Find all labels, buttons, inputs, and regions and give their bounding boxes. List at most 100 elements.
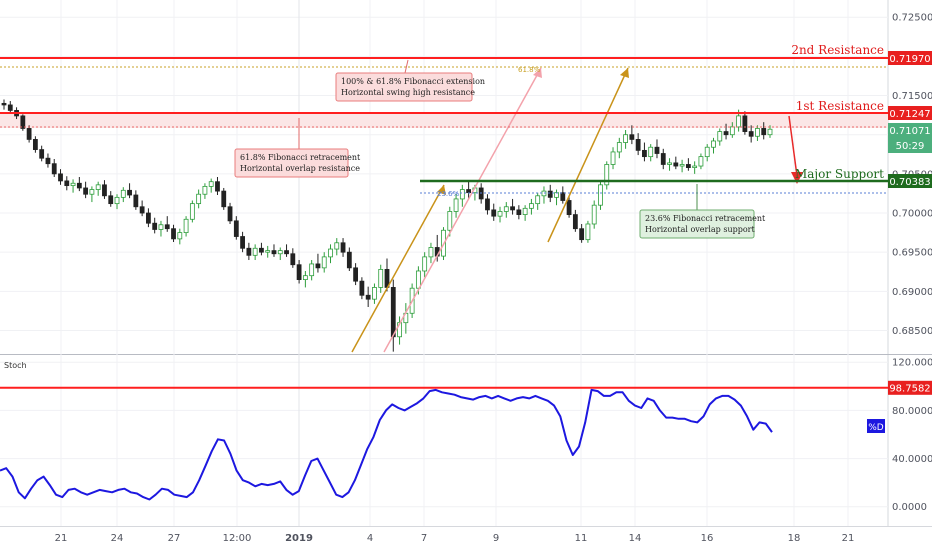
candle <box>378 264 384 293</box>
level-price-text-1st-resistance: 0.71247 <box>889 109 930 120</box>
candle <box>516 205 522 220</box>
candle-body <box>133 194 139 208</box>
candle <box>642 142 647 162</box>
candle <box>51 158 57 177</box>
candle <box>623 130 628 149</box>
candle-body <box>717 131 723 142</box>
candle-body <box>698 156 704 167</box>
fib-extension-leg-2 <box>547 67 629 243</box>
fib-label-618: 61.8% <box>518 66 541 74</box>
candle <box>340 238 346 257</box>
candle-body <box>635 139 641 151</box>
annotation-fib-retracement-support[interactable]: 23.6% Fibonacci retracement Horizontal o… <box>639 184 766 239</box>
candle-body <box>359 280 365 296</box>
candle-body <box>692 165 698 169</box>
candle <box>673 156 679 170</box>
time-tick-label: 21 <box>842 533 855 544</box>
candle-body <box>139 206 145 214</box>
candle <box>146 208 151 228</box>
candle <box>547 184 553 203</box>
candle-body <box>240 236 245 249</box>
candle-body <box>547 190 553 198</box>
current-price-countdown: 50:29 <box>896 141 925 152</box>
candle <box>1 99 7 110</box>
candle <box>616 137 622 159</box>
candle <box>723 123 729 140</box>
candle-body <box>64 180 70 187</box>
candle-body <box>466 189 472 194</box>
price-tick-label: 0.72500 <box>892 13 932 24</box>
candle <box>459 184 465 207</box>
stoch-d-line <box>0 388 773 501</box>
stoch-level-tag <box>888 380 932 395</box>
swing-projection-line <box>383 67 542 353</box>
candle <box>485 194 490 215</box>
expected-drop-arrowhead <box>791 172 803 184</box>
candle <box>133 190 139 210</box>
candle <box>284 244 289 257</box>
candle-body <box>102 184 107 197</box>
candle <box>522 205 528 221</box>
candle <box>152 217 158 234</box>
time-tick-label: 21 <box>55 533 68 544</box>
candle-body <box>742 115 748 132</box>
candle-body <box>189 203 195 220</box>
time-tick-label: 7 <box>421 533 427 544</box>
candle <box>353 263 359 286</box>
level-major-support[interactable]: Major Support 0.70383 <box>420 167 932 188</box>
candle <box>102 180 107 199</box>
level-2nd-resistance[interactable]: 2nd Resistance 0.71970 <box>0 43 932 65</box>
candle <box>346 247 352 271</box>
fib-label-236: 23.6% <box>437 190 460 198</box>
candle-body <box>95 184 101 190</box>
candle-body <box>679 164 685 167</box>
stoch-tick-label: 120.0000 <box>892 358 932 369</box>
callout-text-retracement-resistance-2: Horizontal overlap resistance <box>240 164 360 173</box>
candle-body <box>585 223 591 241</box>
stoch-tick-label: 0.0000 <box>892 502 927 513</box>
stoch-legend-badge[interactable] <box>867 419 885 433</box>
annotation-fib-retracement-resistance[interactable]: 61.8% Fibonacci retracement Horizontal o… <box>234 118 361 178</box>
candle <box>183 216 189 237</box>
candle-body <box>604 164 610 186</box>
candle <box>654 139 660 159</box>
candle-body <box>491 209 497 217</box>
price-pane[interactable] <box>0 0 888 354</box>
candle-body <box>353 267 359 282</box>
candle <box>328 244 333 264</box>
candle-body <box>164 224 170 230</box>
callout-text-fib-extension-2: Horizontal swing high resistance <box>341 88 475 97</box>
candle-body <box>45 157 51 165</box>
candle-body <box>340 242 346 253</box>
candle <box>233 216 239 240</box>
candle <box>240 231 245 253</box>
candle <box>679 159 685 173</box>
candle-body <box>579 228 585 241</box>
candles <box>1 99 773 352</box>
candle-body <box>767 128 773 136</box>
candle-body <box>127 189 132 196</box>
candle <box>259 242 264 256</box>
annotation-fib-extension[interactable]: 100% & 61.8% Fibonacci extension Horizon… <box>335 59 485 102</box>
callout-text-retracement-resistance-1: 61.8% Fibonacci retracement <box>240 153 361 162</box>
candle <box>510 198 515 215</box>
candle-body <box>183 218 189 234</box>
candle-body <box>629 134 635 140</box>
candle <box>89 186 95 203</box>
candle-body <box>497 211 503 217</box>
candle <box>196 189 202 209</box>
candle-body <box>32 139 38 150</box>
level-price-tag-1st-resistance <box>888 106 932 120</box>
candle <box>692 161 698 174</box>
candle <box>45 153 51 168</box>
candle-body <box>259 247 264 253</box>
candle <box>629 125 635 145</box>
expected-drop-line <box>788 115 798 177</box>
candle <box>742 111 748 135</box>
candle-body <box>623 134 628 143</box>
candle-body <box>535 195 541 205</box>
candle <box>309 260 315 281</box>
candle-body <box>566 200 572 215</box>
candle-body <box>227 206 233 222</box>
level-1st-resistance[interactable]: 1st Resistance 0.71247 <box>0 99 932 120</box>
